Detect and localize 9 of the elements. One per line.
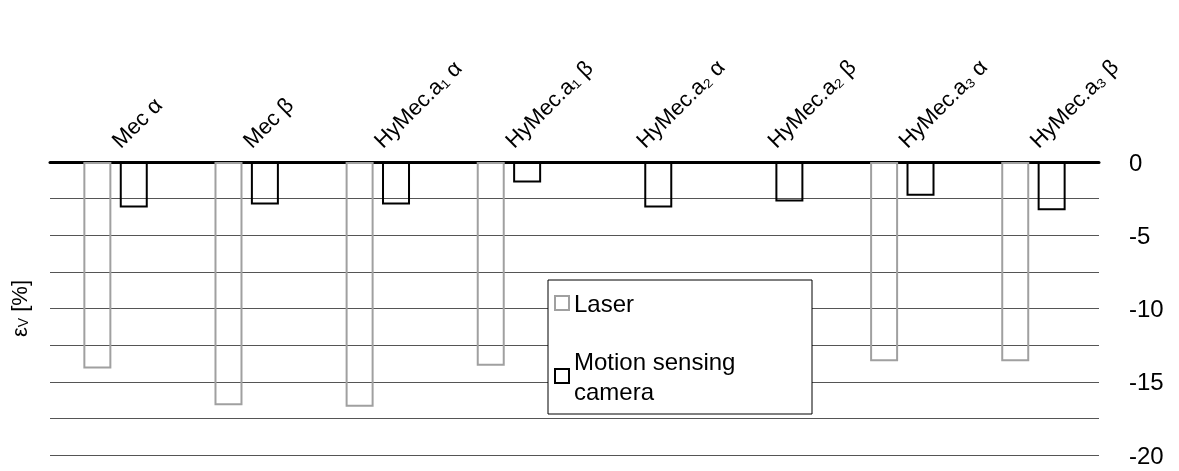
x-tick-label: Mec α: [106, 92, 168, 153]
y-tick-label: 0: [1129, 148, 1143, 176]
y-tick-label: -15: [1129, 368, 1164, 396]
y-tick-label: -20: [1129, 441, 1164, 469]
legend-label: Laser: [574, 289, 635, 317]
x-tick-label: Mec β: [237, 92, 299, 153]
y-tick-label: -10: [1129, 295, 1164, 322]
y-tick-label: -5: [1129, 221, 1151, 249]
legend-label: Motion sensing camera: [574, 347, 743, 405]
